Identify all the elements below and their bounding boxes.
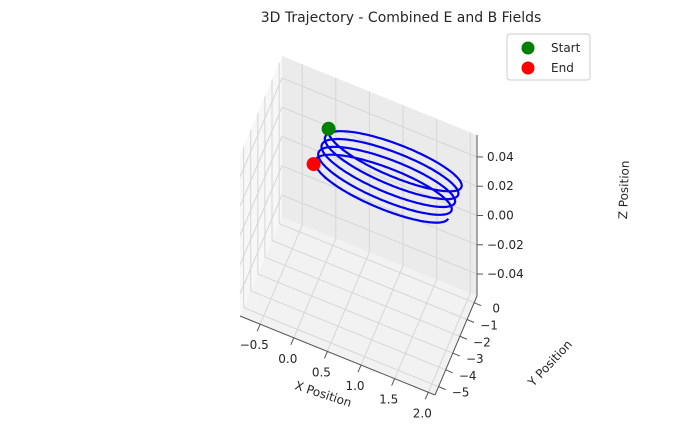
y-tick-label: −5 — [452, 386, 470, 400]
z-tick-label: 0.00 — [487, 209, 514, 223]
legend: Start End — [506, 33, 591, 81]
z-tick-label: 0.02 — [487, 179, 514, 193]
x-tick-label: 0.0 — [278, 352, 297, 366]
x-tick-labels: −0.5 0.0 0.5 1.0 1.5 2.0 — [240, 338, 432, 420]
trajectory-line — [313, 128, 463, 224]
z-tick-label: −0.02 — [487, 238, 524, 252]
y-tick-label: −3 — [466, 352, 484, 366]
x-tick-label: 2.0 — [413, 406, 432, 420]
z-tick-label: −0.04 — [487, 267, 524, 281]
end-marker — [306, 157, 321, 172]
y-tick-label: −2 — [473, 335, 491, 349]
x-axis-label: X Position — [293, 378, 353, 409]
chart-title: 3D Trajectory - Combined E and B Fields — [261, 10, 542, 26]
z-tick-label: 0.04 — [487, 150, 514, 164]
y-axis-label: Y Position — [525, 337, 575, 390]
x-tick-label: 0.5 — [312, 365, 331, 379]
axes-lines — [239, 135, 483, 400]
legend-start-label: Start — [551, 41, 581, 55]
z-tick-labels: 0.04 0.02 0.00 −0.02 −0.04 — [487, 150, 524, 281]
y-tick-label: −4 — [459, 369, 477, 383]
legend-end-label: End — [551, 61, 574, 75]
y-tick-labels: −5 −4 −3 −2 −1 0 — [452, 302, 500, 400]
x-tick-label: 1.0 — [345, 379, 364, 393]
z-axis-label: Z Position — [616, 160, 632, 219]
y-tick-label: 0 — [492, 302, 500, 316]
legend-end-marker — [521, 61, 535, 75]
y-tick-label: −1 — [480, 319, 498, 333]
legend-start-marker — [521, 41, 535, 55]
x-tick-label: 1.5 — [379, 393, 398, 407]
x-tick-label: −0.5 — [240, 338, 269, 352]
start-marker — [321, 121, 336, 136]
